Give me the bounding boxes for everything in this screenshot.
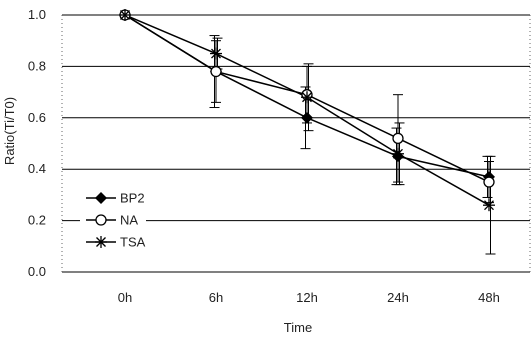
- x-tick-label: 12h: [296, 290, 318, 305]
- legend-label: BP2: [120, 191, 145, 206]
- point-na: [210, 65, 222, 78]
- legend-label: NA: [120, 213, 138, 228]
- x-axis-title: Time: [284, 320, 312, 335]
- legend-label: TSA: [120, 235, 146, 250]
- legend-filled-diamond-icon: [95, 192, 107, 204]
- point-tsa: [210, 47, 222, 60]
- y-axis-ticks: 0.0 0.2 0.4 0.6 0.8 1.0: [28, 7, 46, 279]
- x-tick-label: 48h: [478, 290, 500, 305]
- y-tick-label: 1.0: [28, 7, 46, 22]
- point-na: [392, 132, 404, 145]
- x-tick-label: 0h: [118, 290, 132, 305]
- x-axis-ticks: 0h 6h 12h 24h 48h: [118, 290, 500, 305]
- y-axis-title: Ratio(Ti/T0): [2, 97, 17, 165]
- y-tick-label: 0.0: [28, 264, 46, 279]
- series-markers: [119, 9, 495, 212]
- x-tick-label: 24h: [387, 290, 409, 305]
- point-bp2: [301, 111, 313, 124]
- point-tsa: [119, 9, 131, 21]
- y-tick-label: 0.4: [28, 161, 46, 176]
- legend-asterisk-icon: [95, 236, 107, 248]
- legend-background: [80, 186, 146, 250]
- y-tick-label: 0.8: [28, 58, 46, 73]
- point-tsa: [301, 91, 313, 104]
- grid-lines: [61, 14, 531, 273]
- point-tsa: [483, 199, 495, 212]
- point-na: [483, 176, 495, 188]
- legend-open-circle-icon: [95, 214, 107, 226]
- legend-item-tsa: TSA: [86, 235, 146, 250]
- y-tick-label: 0.2: [28, 213, 46, 228]
- error-bars: [209, 35, 496, 255]
- legend-item-na: NA: [86, 213, 138, 228]
- legend-item-bp2: BP2: [86, 191, 145, 206]
- legend: BP2 NA TSA: [80, 186, 146, 250]
- x-tick-label: 6h: [209, 290, 223, 305]
- point-tsa: [392, 147, 404, 160]
- y-tick-label: 0.6: [28, 110, 46, 125]
